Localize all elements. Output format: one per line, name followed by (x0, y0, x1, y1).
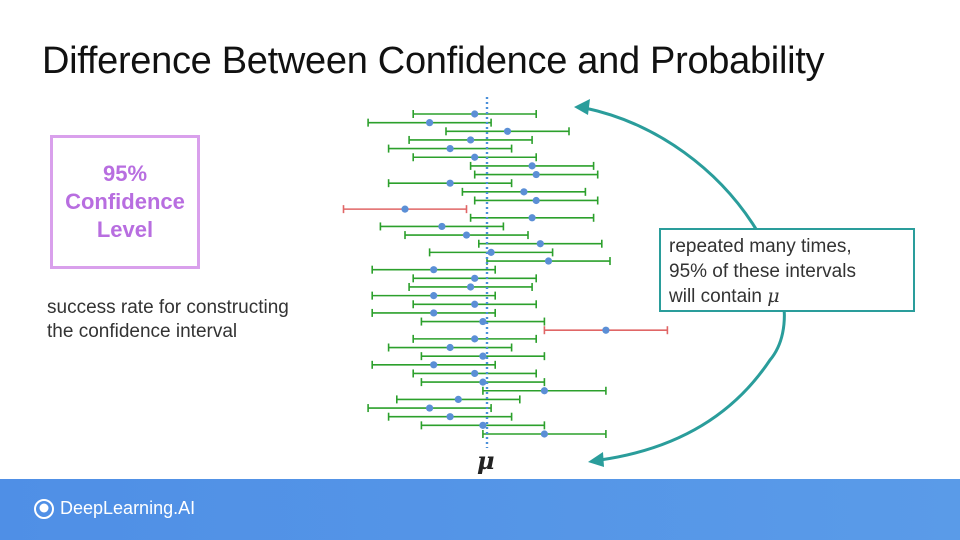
point-estimate-dot (487, 248, 495, 256)
point-estimate-dot (467, 136, 475, 144)
point-estimate-dot (536, 240, 544, 248)
point-estimate-dot (462, 231, 471, 239)
point-estimate-dot (430, 309, 438, 317)
brand-logo: DeepLearning.AI (34, 498, 195, 519)
callout-line-2: 95% of these intervals (669, 261, 856, 282)
arrow-head-top (574, 99, 590, 115)
point-estimate-dot (467, 283, 475, 291)
footer-bar: DeepLearning.AI (0, 479, 960, 540)
point-estimate-dot (471, 153, 479, 161)
point-estimate-dot (446, 179, 454, 187)
point-estimate-dot (602, 326, 610, 334)
point-estimate-dot (426, 404, 434, 412)
point-estimate-dot (479, 378, 487, 386)
deeplearning-logo-icon (34, 498, 54, 519)
point-estimate-dot (503, 127, 512, 135)
brand-name: DeepLearning.AI (60, 498, 196, 518)
point-estimate-dot (471, 369, 479, 378)
repetition-arrow (584, 106, 786, 462)
point-estimate-dot (479, 352, 487, 360)
point-estimate-group (401, 110, 610, 438)
mu-axis-label: μ (477, 446, 495, 475)
slide-title: Difference Between Confidence and Probab… (42, 40, 825, 82)
point-estimate-dot (454, 395, 462, 404)
point-estimate-dot (520, 188, 528, 196)
point-estimate-dot (446, 343, 454, 352)
point-estimate-dot (471, 274, 479, 282)
description-line-1: success rate for constructing (47, 297, 289, 318)
confidence-description: success rate for constructing the confid… (47, 296, 289, 344)
description-line-2: the confidence interval (47, 321, 238, 342)
point-estimate-dot (479, 421, 487, 429)
point-estimate-dot (540, 430, 549, 438)
point-estimate-dot (540, 387, 549, 395)
confidence-interval-plot (342, 97, 786, 467)
point-estimate-dot (446, 413, 454, 421)
callout-line-3: will contain μ (669, 284, 905, 309)
point-estimate-dot (471, 335, 479, 343)
point-estimate-dot (430, 361, 438, 369)
point-estimate-dot (532, 170, 540, 179)
repetition-callout: repeated many times, 95% of these interv… (659, 228, 915, 312)
point-estimate-dot (401, 205, 409, 213)
point-estimate-dot (471, 300, 479, 308)
callout-mu-symbol: μ (767, 285, 780, 307)
confidence-level-box: 95% Confidence Level (50, 135, 200, 269)
point-estimate-dot (532, 196, 540, 205)
callout-line-3-text: will contain (669, 286, 768, 307)
arrow-head-bottom (588, 452, 604, 467)
point-estimate-dot (528, 214, 536, 222)
point-estimate-dot (446, 144, 454, 153)
point-estimate-dot (426, 119, 434, 127)
point-estimate-dot (544, 257, 553, 265)
point-estimate-dot (471, 110, 479, 118)
point-estimate-dot (430, 266, 438, 274)
point-estimate-dot (528, 162, 536, 170)
interval-group (342, 110, 669, 438)
confidence-level-text: 95% Confidence Level (65, 161, 185, 242)
point-estimate-dot (438, 222, 446, 231)
point-estimate-dot (430, 292, 438, 300)
point-estimate-dot (479, 317, 487, 326)
callout-line-1: repeated many times, (669, 236, 852, 257)
